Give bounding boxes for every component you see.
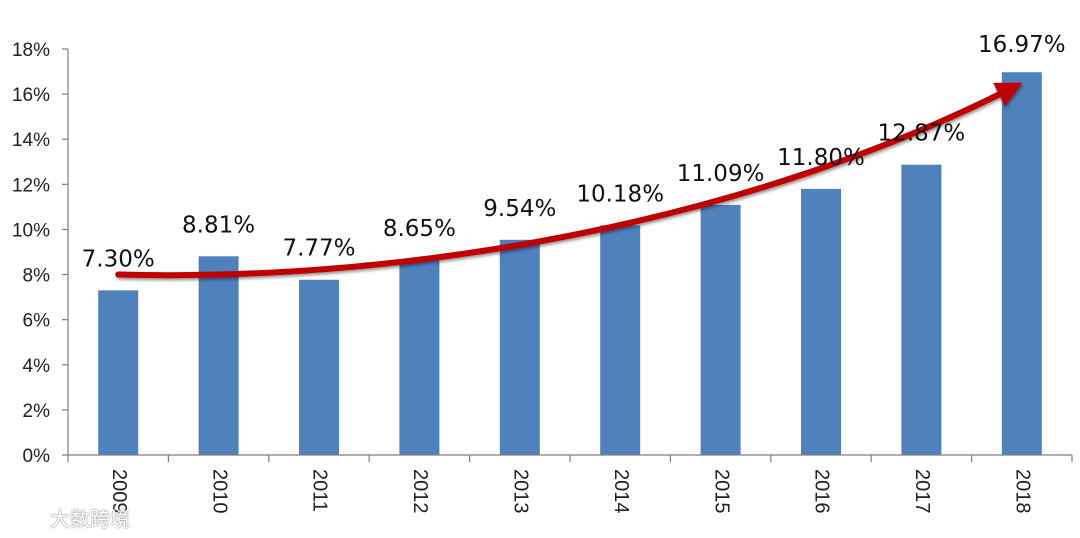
y-tick-label: 2% bbox=[23, 401, 51, 422]
data-label-2009: 7.30% bbox=[82, 246, 155, 272]
x-tick-label: 2014 bbox=[610, 469, 632, 514]
x-tick-label: 2017 bbox=[911, 469, 933, 514]
data-label-2016: 11.80% bbox=[777, 145, 865, 171]
x-tick-label: 2010 bbox=[208, 469, 230, 514]
y-tick-label: 12% bbox=[12, 175, 50, 196]
data-label-2011: 7.77% bbox=[282, 236, 355, 262]
y-tick-label: 14% bbox=[12, 130, 50, 151]
x-tick-label: 2016 bbox=[811, 469, 833, 514]
bar-2016 bbox=[801, 188, 841, 455]
data-label-2015: 11.09% bbox=[677, 161, 765, 187]
logo-icon bbox=[12, 508, 44, 528]
x-tick-label: 2018 bbox=[1012, 469, 1034, 514]
bar-2013 bbox=[499, 239, 540, 455]
bar-2012 bbox=[399, 259, 440, 455]
data-label-2012: 8.65% bbox=[383, 216, 456, 242]
bars-group bbox=[98, 72, 1042, 455]
x-tick-label: 2013 bbox=[510, 469, 532, 514]
y-tick-label: 16% bbox=[12, 85, 50, 106]
y-tick-label: 8% bbox=[23, 266, 51, 287]
trend-arrow bbox=[115, 82, 1023, 279]
data-label-2014: 10.18% bbox=[576, 181, 664, 207]
y-tick-label: 6% bbox=[23, 311, 51, 332]
axes-group: 0% 2% 4% 6% 8% 10% 12% 14% 16% 18% 2009 2010 2011 201… bbox=[12, 40, 1073, 514]
watermark-text: 大数跨境 bbox=[50, 507, 130, 531]
x-tick-label: 2012 bbox=[409, 469, 431, 514]
bar-2017 bbox=[901, 164, 942, 455]
y-tick-label: 18% bbox=[12, 40, 50, 61]
data-label-2017: 12.87% bbox=[878, 121, 966, 147]
x-tick-label: 2009 bbox=[108, 469, 130, 514]
x-tick-label: 2011 bbox=[309, 469, 331, 512]
y-tick-label: 4% bbox=[23, 356, 51, 377]
bar-2010 bbox=[198, 256, 239, 455]
y-tick-label: 0% bbox=[23, 446, 51, 467]
bar-2015 bbox=[700, 204, 741, 455]
y-tick-label: 10% bbox=[12, 220, 50, 241]
bar-2018 bbox=[1001, 72, 1042, 455]
trend-arrow-line bbox=[115, 86, 1013, 279]
data-label-2018: 16.97% bbox=[978, 32, 1066, 58]
bar-2011 bbox=[299, 279, 339, 455]
data-label-2013: 9.54% bbox=[483, 196, 556, 222]
data-label-2010: 8.81% bbox=[182, 212, 255, 238]
x-tick-label: 2015 bbox=[710, 469, 732, 514]
watermark: 大数跨境 bbox=[10, 503, 130, 532]
bar-2014 bbox=[600, 225, 641, 455]
data-labels-group: 7.30% 8.81% 7.77% 8.65% 9.54% 10.18% 11.09% 11.… bbox=[82, 32, 1066, 272]
trend-arrow-head bbox=[993, 82, 1023, 107]
bar-2009 bbox=[98, 290, 139, 455]
